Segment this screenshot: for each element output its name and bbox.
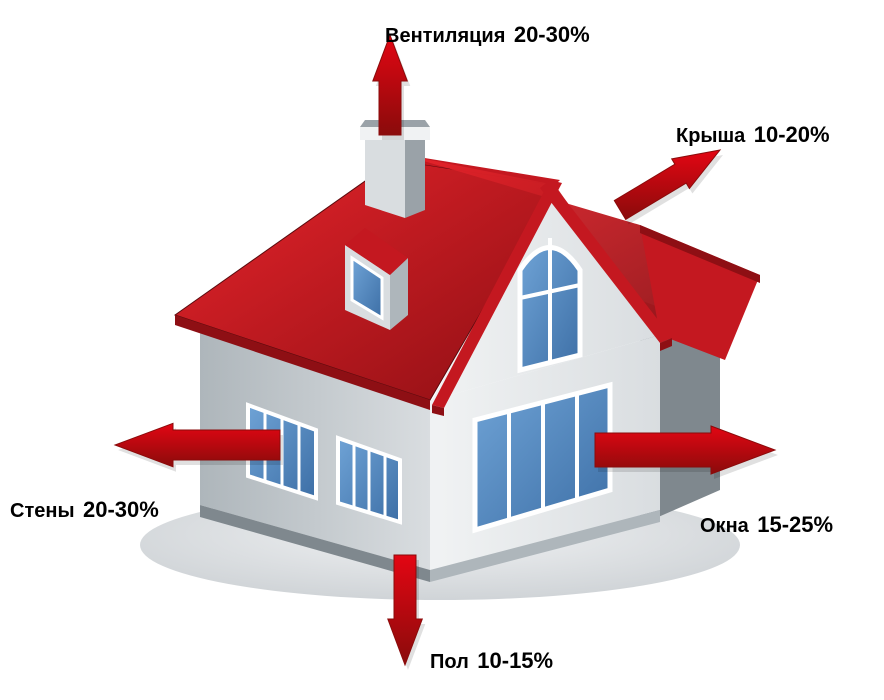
heat-loss-diagram: Вентиляция 20-30% Крыша 10-20% Окна 15-2… (0, 0, 884, 700)
arrow-roof (614, 150, 720, 219)
label-ventilation: Вентиляция 20-30% (385, 22, 590, 48)
arrow-walls (115, 423, 280, 467)
label-windows: Окна 15-25% (700, 512, 833, 538)
label-walls: Стены 20-30% (10, 497, 159, 523)
label-roof: Крыша 10-20% (676, 122, 830, 148)
house-illustration (0, 0, 884, 700)
window-gable (520, 238, 580, 370)
arrow-windows (595, 426, 775, 474)
label-floor: Пол 10-15% (430, 648, 553, 674)
